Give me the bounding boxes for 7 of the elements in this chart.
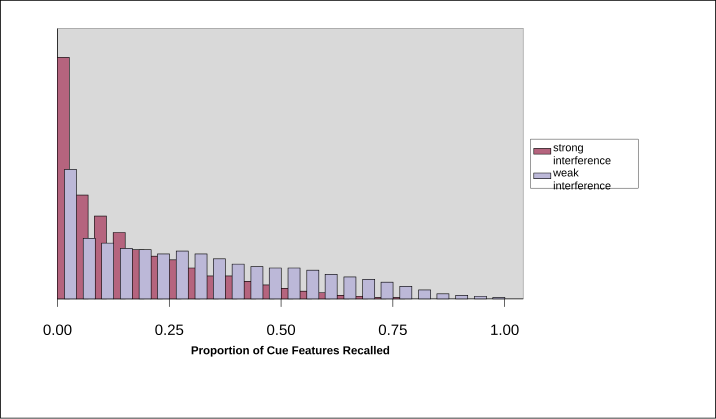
x-tick-label: 0.50: [267, 324, 296, 336]
x-tick-label: 1.00: [491, 324, 519, 336]
x-tick-label: 0.25: [155, 324, 184, 336]
x-tick-label: 0.75: [378, 324, 407, 336]
legend-label: weak interference: [553, 168, 611, 190]
x-axis-title: Proportion of Cue Features Recalled: [192, 346, 390, 357]
x-tick-label: 0.00: [44, 324, 72, 336]
